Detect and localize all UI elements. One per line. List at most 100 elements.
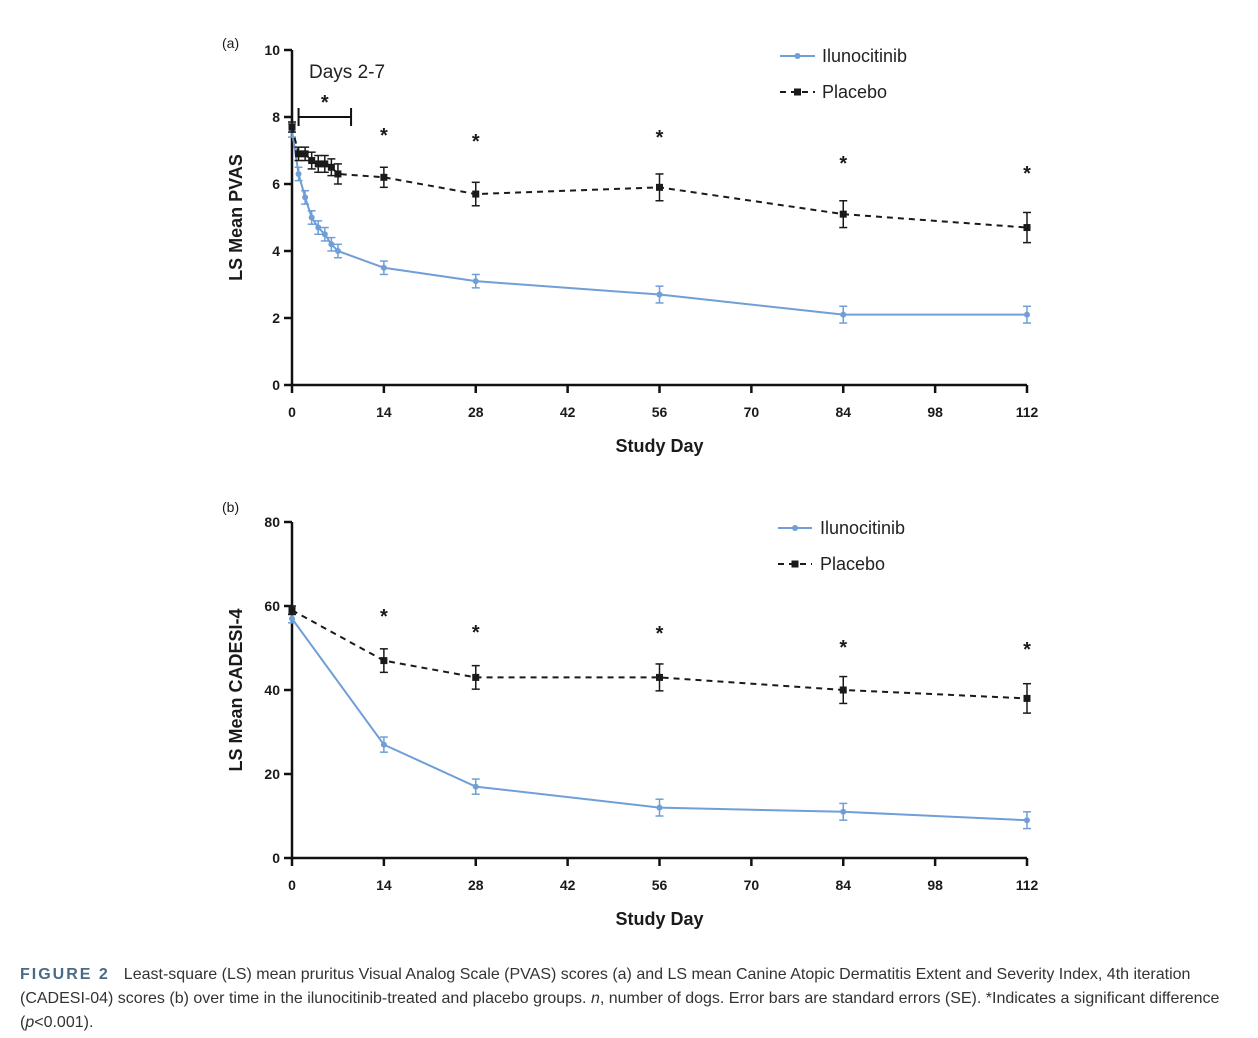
x-axis-title: Study Day [615,436,703,456]
caption-text-3: <0.001). [34,1014,94,1031]
data-point [656,291,663,298]
bracket-star: * [321,92,329,114]
legend-item-ilunocitinib: Ilunocitinib [780,46,907,66]
data-point [656,183,663,191]
data-point [472,278,479,285]
series-ilunocitinib [288,613,1031,830]
x-tick-label: 28 [468,404,484,420]
y-tick-label: 20 [264,766,280,782]
caption-label: FIGURE 2 [20,966,110,983]
y-tick-label: 60 [264,598,280,614]
data-point [295,170,302,177]
legend-swatch-marker [794,53,801,59]
x-tick-label: 0 [288,404,296,420]
x-tick-label: 14 [376,404,392,420]
caption-text-2: , number of dogs. Error bars are standar… [20,990,1220,1031]
y-axis-title: LS Mean CADESI-4 [226,608,246,771]
data-point [380,173,388,181]
series-line [291,609,1028,700]
data-point [321,231,328,238]
data-point [472,673,480,681]
data-point [314,160,322,168]
caption-text-1: Least-square (LS) mean pruritus Visual A… [20,966,1191,1007]
panel-a: (a) 0 2 4 6 8 10 0 14 28 42 56 70 84 98 112 Study Day LS … [222,35,1039,456]
data-point [380,657,388,665]
y-tick-label: 2 [272,310,280,326]
data-point [321,160,329,168]
data-point [656,673,663,681]
y-axis-title: LS Mean PVAS [226,154,246,281]
legend-swatch-marker [792,525,798,531]
legend-item-placebo: Placebo [780,82,887,102]
y-tick-label: 0 [272,850,280,866]
x-tick-label: 70 [744,404,760,420]
panel-label: (b) [222,499,239,515]
data-point [334,248,341,254]
annotation-bracket [297,108,353,126]
x-tick-label: 70 [744,877,760,893]
y-tick-label: 4 [272,243,280,259]
legend-swatch-marker [794,88,801,96]
x-tick-label: 84 [835,877,851,893]
y-tick-label: 40 [264,682,280,698]
panel-label: (a) [222,35,239,51]
significance-star: * [839,153,847,175]
series-ilunocitinib [288,122,1031,324]
legend-label: Ilunocitinib [822,46,907,66]
legend-label: Ilunocitinib [820,518,905,538]
caption-p: p [25,1014,35,1031]
x-tick-label: 98 [927,877,943,893]
x-tick-label: 98 [927,404,943,420]
data-point [656,804,663,811]
data-point [472,783,479,790]
figure-caption: FIGURE 2 Least-square (LS) mean pruritus … [20,963,1240,1035]
y-tick-label: 6 [272,176,280,192]
significance-star: * [656,127,664,149]
data-point [288,123,296,131]
legend-item-ilunocitinib: Ilunocitinib [778,518,905,538]
x-tick-label: 56 [652,877,668,893]
y-tick-label: 10 [264,42,280,58]
y-tick-label: 0 [272,377,280,393]
data-point [840,808,847,815]
x-tick-label: 56 [652,404,668,420]
x-tick-label: 84 [835,404,851,420]
data-point [1024,311,1030,318]
data-point [334,170,342,178]
caption-n: n [590,990,600,1007]
data-point [295,150,303,158]
data-point [839,686,847,694]
x-tick-label: 0 [288,877,296,893]
significance-star: * [839,637,847,659]
legend-label: Placebo [822,82,887,102]
significance-star: * [656,623,664,645]
legend: Ilunocitinib Placebo [780,46,907,102]
x-tick-label: 28 [468,877,484,893]
y-tick-label: 8 [272,109,280,125]
data-point [288,606,296,614]
annotation-text: Days 2-7 [309,62,385,83]
significance-star: * [1023,639,1031,661]
data-point [472,190,480,198]
data-point [308,214,315,221]
x-tick-label: 42 [560,877,576,893]
data-point [1023,224,1031,232]
data-point [380,264,387,271]
data-point [289,615,295,622]
data-point [315,224,322,231]
significance-star: * [1023,163,1031,185]
data-point [380,741,387,748]
x-tick-label: 42 [560,404,576,420]
legend-label: Placebo [820,554,885,574]
y-tick-label: 80 [264,514,280,530]
legend: Ilunocitinib Placebo [778,518,905,574]
significance-star: * [380,125,388,147]
series-placebo [288,121,1031,244]
x-tick-label: 112 [1016,877,1039,893]
data-point [302,194,309,201]
significance-star: * [472,622,480,644]
data-point [840,311,847,318]
x-tick-label: 14 [376,877,392,893]
significance-star: * [472,131,480,153]
x-axis-title: Study Day [615,909,703,929]
